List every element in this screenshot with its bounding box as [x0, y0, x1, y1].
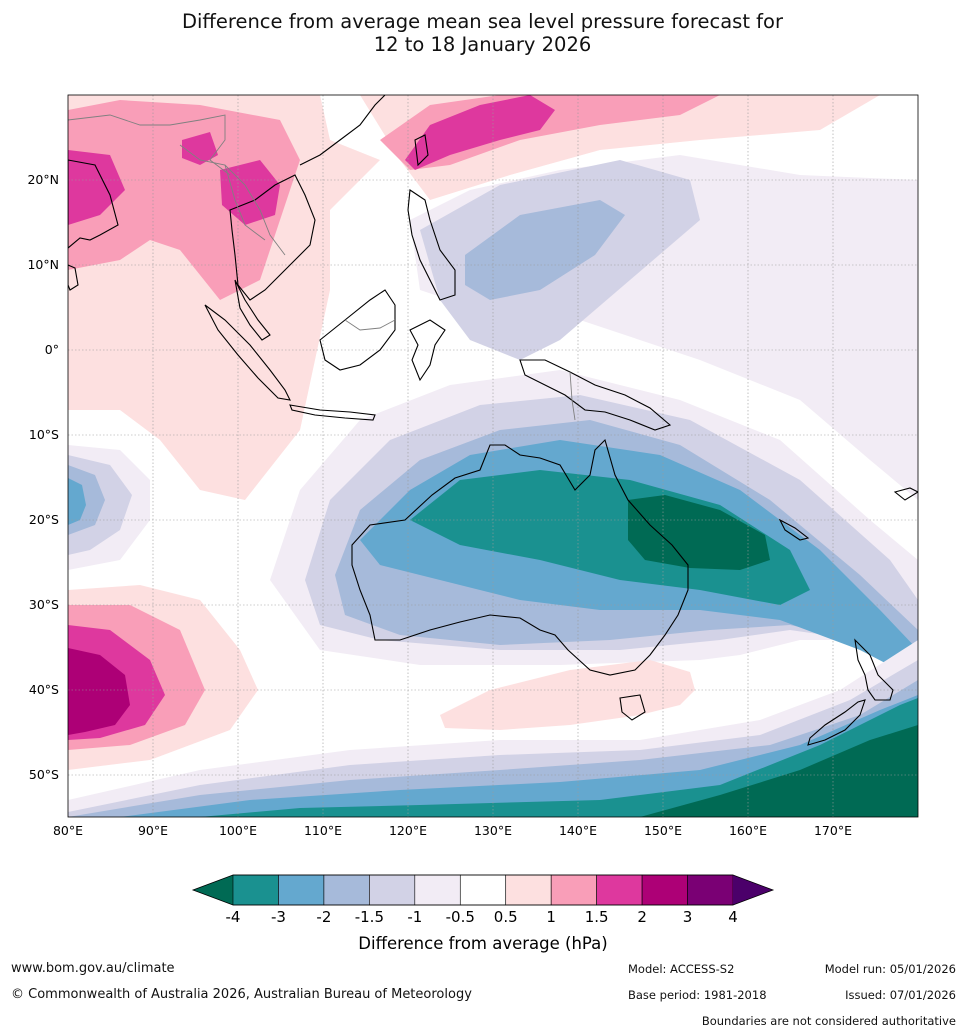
lon-tick: 90°E: [138, 823, 168, 838]
country-borders: [68, 114, 576, 421]
colorbar-cell: [278, 874, 325, 906]
coastline-fiji: [893, 487, 918, 501]
lat-tick: 50°S: [29, 767, 59, 782]
lat-tick: 0°: [45, 342, 59, 357]
coastlines: [68, 95, 918, 746]
coastline-sulawesi: [409, 319, 446, 382]
anomaly-pos-15-north: [405, 95, 555, 170]
colorbar-tick-labels: -4 -3 -2 -1.5 -1 -0.5 0.5 1 1.5 2 3 4: [226, 908, 738, 926]
colorbar-tick: -1: [407, 908, 422, 926]
coastline-nz-south: [807, 699, 866, 746]
anomaly-pos-15-nw-c: [182, 132, 218, 165]
colorbar-cell: [323, 874, 370, 906]
colorbar-tick: -1.5: [355, 908, 384, 926]
lat-tick: 20°S: [29, 512, 59, 527]
lon-tick: 80°E: [53, 823, 83, 838]
lat-tick-labels: 20°N 10°N 0° 10°S 20°S 30°S 40°S 50°S: [27, 172, 59, 782]
footer-website[interactable]: www.bom.gov.au/climate: [11, 961, 175, 976]
coastline-sumatra: [204, 304, 291, 401]
colorbar-cell: [550, 874, 597, 906]
coastline-indochina: [229, 174, 316, 301]
anomaly-pos-05-tasman: [440, 660, 695, 730]
coastline-sri-lanka: [68, 264, 79, 291]
lat-tick: 30°S: [29, 597, 59, 612]
colorbar-tick: 3: [683, 908, 693, 926]
lon-tick: 130°E: [474, 823, 512, 838]
colorbar-tick: -2: [316, 908, 331, 926]
map-area: [68, 95, 918, 817]
footer-issued: Issued: 07/01/2026: [845, 988, 956, 1002]
graticule: [68, 95, 918, 817]
anomaly-neg-4-south: [640, 725, 918, 817]
colorbar-tick: -3: [271, 908, 286, 926]
colorbar-right-arrow: [733, 875, 773, 905]
lon-tick: 160°E: [729, 823, 767, 838]
lon-tick: 170°E: [814, 823, 852, 838]
coastline-malay-peninsula: [234, 279, 271, 341]
lon-tick: 100°E: [219, 823, 257, 838]
lon-tick: 120°E: [389, 823, 427, 838]
coastline-philippines: [407, 189, 456, 301]
anomaly-neg-2-west: [68, 478, 86, 525]
lon-tick-labels: 80°E 90°E 100°E 110°E 120°E 130°E 140°E …: [53, 823, 852, 838]
coastline-taiwan: [414, 134, 429, 167]
title-line-1: Difference from average mean sea level p…: [182, 10, 783, 33]
lon-tick: 150°E: [644, 823, 682, 838]
anomaly-neg-3-aus: [410, 470, 810, 605]
colorbar-cell: [232, 874, 279, 906]
colorbar-cell: [414, 874, 461, 906]
footer-model-run: Model run: 05/01/2026: [824, 962, 956, 976]
anomaly-neg-3-south: [200, 698, 918, 817]
colorbar-tick: 1.5: [585, 908, 609, 926]
coastline-borneo: [319, 289, 396, 371]
coastline-china: [299, 95, 386, 166]
title-line-2: 12 to 18 January 2026: [373, 33, 592, 56]
chart-title: Difference from average mean sea level p…: [0, 10, 965, 56]
lat-tick: 10°S: [29, 427, 59, 442]
colorbar-tick: 1: [546, 908, 556, 926]
coastline-new-caledonia: [778, 518, 810, 541]
colorbar-cell: [459, 874, 507, 906]
colorbar-cell: [505, 874, 552, 906]
colorbar-cells: [232, 874, 734, 906]
lon-tick: 140°E: [559, 823, 597, 838]
colorbar-tick: 0.5: [494, 908, 518, 926]
anomaly-neg-15-north: [465, 200, 625, 300]
anomaly-pos-1-nw: [68, 100, 300, 300]
coastline-tasmania: [619, 694, 646, 721]
footer-disclaimer: Boundaries are not considered authoritat…: [701, 1014, 956, 1028]
colorbar-cell: [641, 874, 688, 906]
lon-tick: 110°E: [304, 823, 342, 838]
map-frame: [67, 94, 919, 818]
footer-base-period: Base period: 1981-2018: [628, 988, 767, 1002]
colorbar-tick: 4: [728, 908, 738, 926]
coastline-java: [289, 404, 376, 421]
lat-tick: 20°N: [27, 172, 59, 187]
colorbar-label: Difference from average (hPa): [358, 934, 607, 953]
coastline-nz-north: [854, 638, 894, 701]
lat-tick: 10°N: [27, 257, 59, 272]
coastline-india: [68, 159, 119, 249]
coastline-australia: [351, 438, 689, 676]
colorbar-cell: [687, 874, 734, 906]
colorbar-tick: -4: [226, 908, 241, 926]
colorbar-cell: [369, 874, 416, 906]
colorbar: -4 -3 -2 -1.5 -1 -0.5 0.5 1 1.5 2 3 4 Difference fr…: [191, 874, 775, 953]
colorbar-tick: 2: [637, 908, 647, 926]
anomaly-pos-2-sw: [68, 648, 130, 735]
lat-tick: 40°S: [29, 682, 59, 697]
colorbar-cell: [596, 874, 643, 906]
anomaly-neg-4-aus: [628, 495, 770, 570]
footer-model: Model: ACCESS-S2: [628, 962, 735, 976]
footer-copyright: © Commonwealth of Australia 2026, Austra…: [11, 987, 472, 1002]
colorbar-tick: -0.5: [446, 908, 475, 926]
anomaly-pos-15-nw-a: [68, 150, 125, 225]
colorbar-left-arrow: [193, 875, 233, 905]
coastline-new-guinea: [519, 359, 672, 431]
